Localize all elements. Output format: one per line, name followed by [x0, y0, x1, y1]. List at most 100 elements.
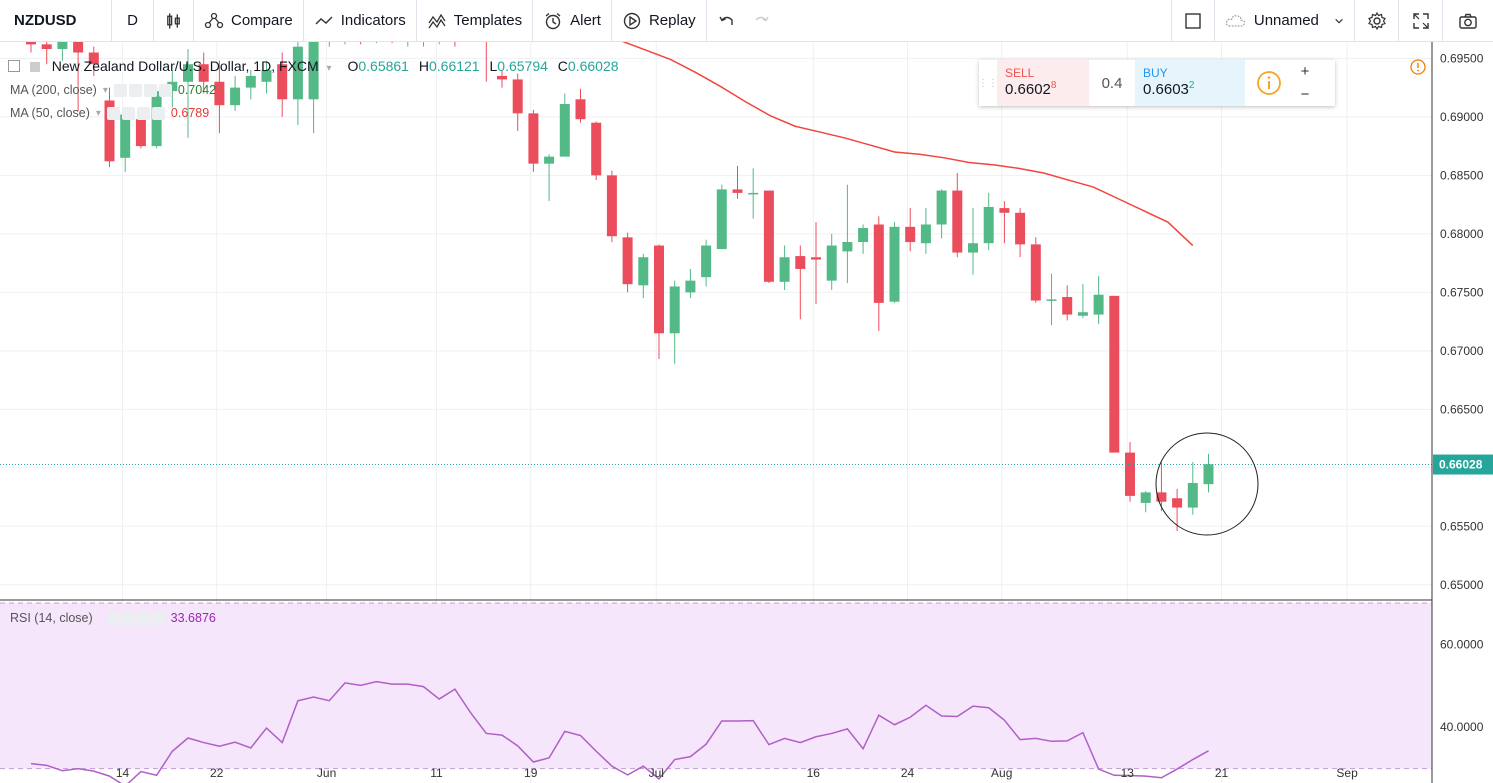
replay-label: Replay	[648, 12, 696, 29]
ma200-controls[interactable]	[113, 83, 172, 97]
eye-icon[interactable]	[106, 611, 120, 625]
candle-body	[214, 81, 225, 106]
candle-body	[544, 156, 555, 164]
rsi-line	[30, 680, 1209, 783]
highlight-circle	[1155, 432, 1259, 536]
candle-body	[748, 192, 759, 195]
camera-icon	[1459, 13, 1477, 29]
symbol-search-button[interactable]: NZDUSD	[0, 0, 112, 42]
candle-body	[57, 42, 68, 50]
rsi-controls[interactable]	[106, 611, 165, 625]
gear-icon[interactable]	[121, 611, 135, 625]
time-axis[interactable]: 14 22 Jun 11 19 Jul 16 24 Aug 13 21 Sep	[116, 766, 1358, 780]
sell-price: 0.6602	[1005, 81, 1051, 98]
candle-body	[936, 190, 947, 225]
close-icon[interactable]	[151, 611, 165, 625]
sell-button[interactable]: SELL 0.66028	[997, 60, 1089, 106]
candle-body	[120, 114, 131, 158]
chart-style-button[interactable]	[154, 0, 194, 42]
ma50-value: 0.6789	[170, 106, 210, 120]
candle-body	[1203, 464, 1214, 485]
ohlc-close-label: C	[557, 58, 568, 74]
plus-icon[interactable]	[136, 611, 150, 625]
ohlc-close-value: 0.66028	[567, 58, 619, 74]
ma200-chevron-icon[interactable]: ▾	[102, 84, 108, 96]
price-tick-label: 0.66500	[1440, 402, 1484, 416]
candle-body	[811, 257, 821, 260]
layout-name-label: Unnamed	[1253, 12, 1319, 29]
price-axis[interactable]: 0.69500 0.69000 0.68500 0.68000 0.67500 0.670…	[1431, 42, 1493, 783]
time-tick-label: 16	[807, 766, 821, 780]
price-tick-label: 0.68500	[1440, 168, 1484, 182]
compare-button[interactable]: Compare	[194, 0, 304, 42]
price-tick-label: 0.69000	[1440, 110, 1484, 124]
indicators-button[interactable]: Indicators	[304, 0, 417, 42]
candle-body	[497, 75, 507, 80]
fullscreen-button[interactable]	[1399, 0, 1443, 42]
chart-info-icon[interactable]	[1410, 59, 1426, 75]
trade-widget: ⋮⋮ SELL 0.66028 0.4 BUY 0.66032 + −	[978, 60, 1335, 106]
close-icon[interactable]	[151, 106, 165, 120]
rsi-band-fill	[0, 602, 1432, 769]
templates-button[interactable]: Templates	[417, 0, 534, 42]
candle-body	[999, 208, 1010, 213]
ma50-controls[interactable]	[106, 106, 165, 120]
spread-value: 0.4	[1101, 74, 1123, 92]
plus-icon[interactable]	[136, 106, 150, 120]
trade-info-button[interactable]	[1245, 60, 1293, 106]
time-tick-label: 24	[901, 766, 915, 780]
main-legend: New Zealand Dollar/U.S. Dollar, 1D, FXCM…	[8, 58, 619, 74]
ma-line	[0, 42, 1432, 466]
minus-button[interactable]: −	[1300, 86, 1310, 103]
rsi-legend[interactable]: RSI (14, close) 33.6876	[10, 611, 216, 625]
replay-button[interactable]: Replay	[612, 0, 707, 42]
sell-price-pip: 8	[1050, 80, 1057, 91]
close-icon[interactable]	[158, 83, 172, 97]
gear-icon[interactable]	[128, 83, 142, 97]
alert-button[interactable]: Alert	[533, 0, 612, 42]
candle-body	[873, 224, 884, 303]
ma200-legend[interactable]: MA (200, close) ▾ 0.7042	[10, 83, 216, 97]
ohlc-low-value: 0.65794	[497, 58, 548, 74]
candle-body	[638, 257, 649, 286]
candle-body	[73, 42, 84, 53]
ohlc-open-label: O	[347, 58, 359, 74]
redo-icon[interactable]	[751, 11, 771, 31]
eye-icon[interactable]	[113, 83, 127, 97]
fullscreen-toggle-button[interactable]	[1171, 0, 1215, 42]
ma50-label: MA (50, close)	[10, 106, 90, 120]
ma50-chevron-icon[interactable]: ▾	[95, 107, 101, 119]
candle-body	[198, 64, 209, 82]
rsi-tick-label: 60.0000	[1440, 637, 1484, 651]
interval-button[interactable]: D	[112, 0, 154, 42]
undo-icon[interactable]	[717, 11, 737, 31]
eye-icon[interactable]	[106, 106, 120, 120]
candle-body	[889, 226, 900, 302]
collapse-legend-icon[interactable]	[8, 60, 20, 72]
candle-body	[763, 190, 774, 282]
candle-body	[779, 257, 790, 282]
time-tick-label: 14	[116, 766, 130, 780]
symbol-label: NZDUSD	[14, 12, 77, 29]
candle-body	[104, 100, 115, 162]
legend-chevron-down-icon[interactable]: ▾	[326, 63, 332, 74]
candle-body	[1030, 244, 1041, 301]
price-axis-bg	[1432, 42, 1493, 783]
plus-icon[interactable]	[143, 83, 157, 97]
gear-icon[interactable]	[121, 106, 135, 120]
settings-button[interactable]	[1355, 0, 1399, 42]
plus-button[interactable]: +	[1300, 63, 1310, 80]
layout-menu-button[interactable]: Unnamed	[1215, 0, 1355, 42]
alarm-clock-icon	[545, 12, 561, 29]
candle-body	[701, 245, 712, 278]
candle-body	[1093, 294, 1104, 315]
candle-body	[261, 70, 272, 82]
ma50-legend[interactable]: MA (50, close) ▾ 0.6789	[10, 106, 209, 120]
candle-body	[1015, 212, 1026, 245]
buy-button[interactable]: BUY 0.66032	[1135, 60, 1245, 106]
snapshot-button[interactable]	[1443, 0, 1493, 42]
chart-canvas[interactable]: 0.69500 0.69000 0.68500 0.68000 0.67500 0.670…	[0, 42, 1493, 783]
candle-body	[606, 175, 617, 237]
drag-handle-icon[interactable]: ⋮⋮	[978, 77, 998, 89]
time-tick-label: 22	[210, 766, 224, 780]
